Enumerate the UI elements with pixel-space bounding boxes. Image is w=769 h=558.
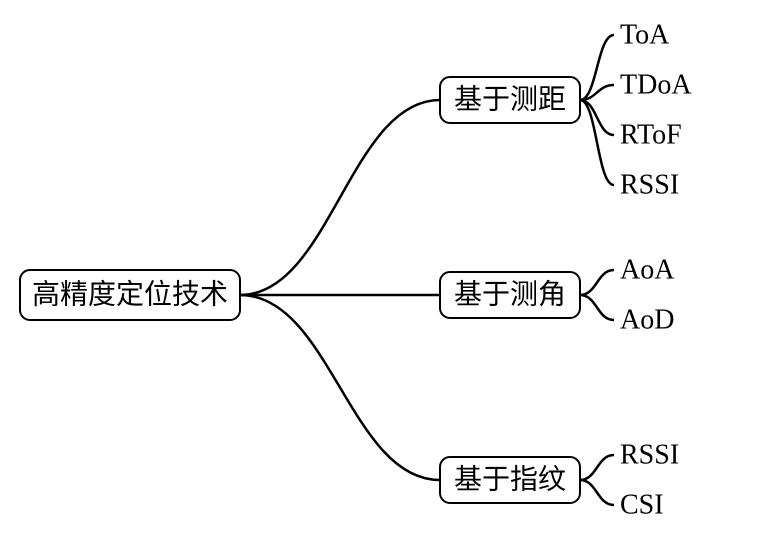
leaf-csi: CSI: [620, 489, 664, 520]
branch-ranging-label: 基于测距: [454, 83, 566, 115]
branch-angle: 基于测角 AoA AoD: [440, 254, 675, 335]
edge-fingerprint-leaf-0: [580, 455, 614, 480]
leaf-rssi-ranging: RSSI: [620, 169, 679, 200]
leaf-aoa: AoA: [620, 254, 675, 285]
edge-fingerprint-leaf-1: [580, 480, 614, 505]
branch-fingerprint-label: 基于指纹: [454, 463, 566, 495]
edge-root-ranging: [240, 100, 440, 295]
leaf-tdoa: TDoA: [620, 69, 692, 100]
branch-ranging: 基于测距 ToA TDoA RToF RSSI: [440, 19, 692, 200]
leaf-aod: AoD: [620, 304, 674, 335]
leaf-rtof: RToF: [620, 119, 682, 150]
root-node: 高精度定位技术: [20, 270, 240, 320]
root-label: 高精度定位技术: [32, 278, 228, 310]
edge-angle-leaf-1: [580, 295, 614, 320]
branch-angle-label: 基于测角: [454, 278, 566, 310]
edge-ranging-leaf-2: [580, 100, 614, 135]
edge-root-fingerprint: [240, 295, 440, 480]
leaf-rssi-fingerprint: RSSI: [620, 439, 679, 470]
edge-ranging-leaf-3: [580, 100, 614, 185]
mindmap-diagram: 高精度定位技术 基于测距 ToA TDoA RToF RSSI 基于测角 AoA…: [0, 0, 769, 558]
branch-fingerprint: 基于指纹 RSSI CSI: [440, 439, 679, 520]
leaf-toa: ToA: [620, 19, 670, 50]
edge-angle-leaf-0: [580, 270, 614, 295]
edge-ranging-leaf-0: [580, 35, 614, 100]
